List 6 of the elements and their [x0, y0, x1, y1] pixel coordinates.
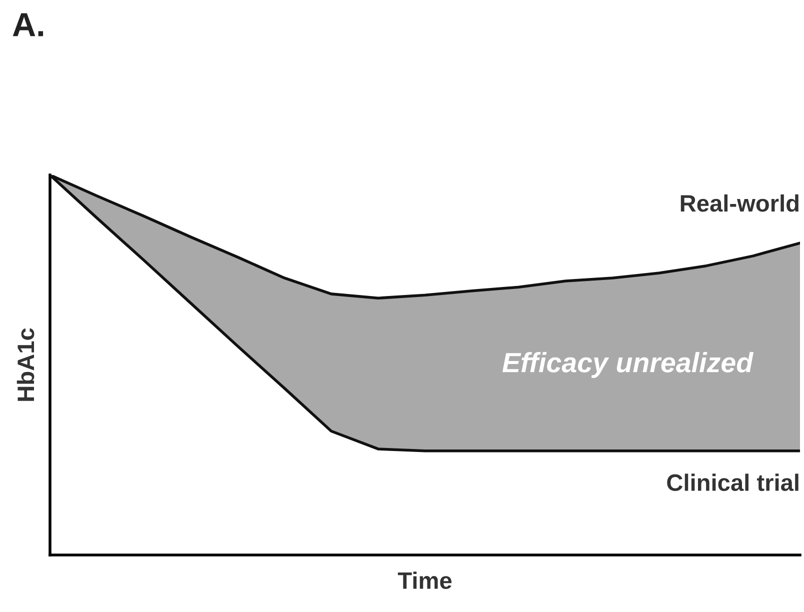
annotation: Efficacy unrealized [502, 352, 754, 378]
chart-title: A. [12, 13, 44, 36]
series-label: Real-world [680, 194, 798, 212]
series-label: Clinical trial [667, 474, 798, 492]
x-axis-title: Time [398, 572, 452, 590]
y-axis-title: HbA1c [16, 328, 34, 401]
